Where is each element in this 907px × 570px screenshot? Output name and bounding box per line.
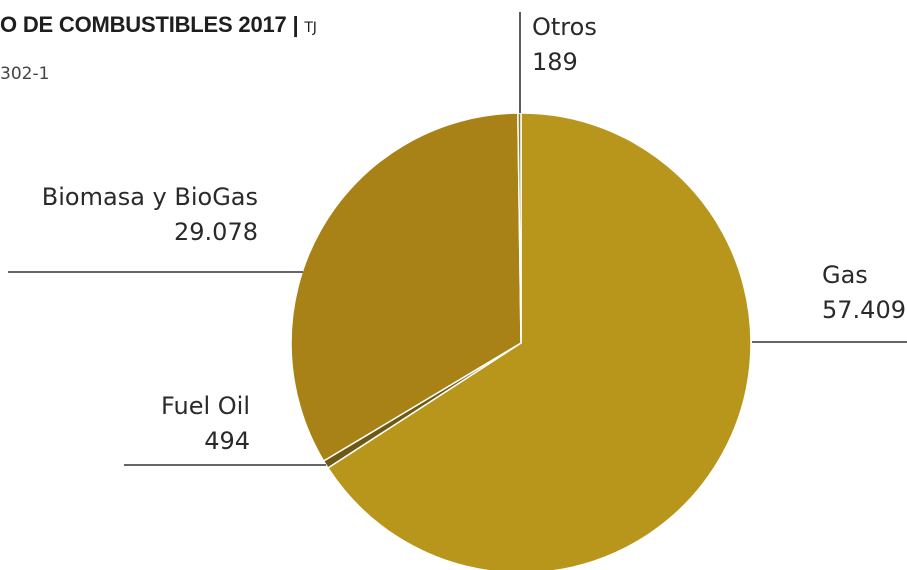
- slice-value-otros: 189: [532, 48, 578, 76]
- slice-value-gas: 57.409: [822, 296, 906, 324]
- slice-label-fuel-oil: Fuel Oil: [161, 392, 250, 420]
- title-text: O DE COMBUSTIBLES 2017: [0, 12, 287, 37]
- pie-slices: [290, 112, 752, 570]
- pie-slice-biomasa-y-biogas: [290, 112, 522, 463]
- chart-title: O DE COMBUSTIBLES 2017 | TJ: [0, 12, 317, 38]
- indicator-code: 302-1: [0, 64, 50, 84]
- title-unit: TJ: [304, 20, 317, 36]
- pie-slice-gas: [326, 112, 752, 570]
- title-separator: |: [292, 12, 299, 37]
- slice-value-biomasa-y-biogas: 29.078: [174, 218, 258, 246]
- slice-label-biomasa-y-biogas: Biomasa y BioGas: [42, 183, 258, 211]
- slice-value-fuel-oil: 494: [204, 427, 250, 455]
- slice-labels: Gas 57.409 Fuel Oil 494 Biomasa y BioGas 29.0…: [42, 13, 906, 455]
- slice-label-gas: Gas: [822, 261, 868, 289]
- leader-lines: [8, 12, 907, 466]
- pie-slice-otros: [517, 112, 522, 344]
- slice-label-otros: Otros: [532, 13, 597, 41]
